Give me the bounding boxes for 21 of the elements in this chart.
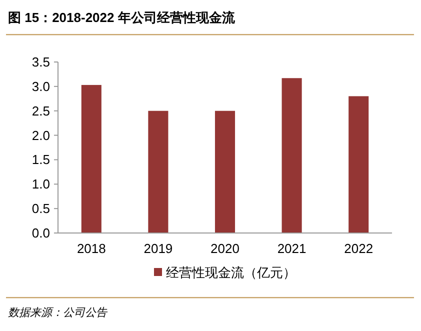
bar	[282, 78, 302, 233]
bar	[81, 84, 102, 233]
x-tick-label: 2020	[210, 241, 240, 256]
y-tick-label: 1.5	[32, 152, 50, 168]
source-note: 数据来源：公司公告	[8, 306, 108, 319]
bar	[214, 110, 236, 233]
y-tick-label: 0.0	[32, 226, 50, 240]
x-tick-label: 2021	[277, 241, 306, 256]
y-tick-label: 1.0	[32, 176, 50, 192]
x-tick-label: 2022	[344, 241, 374, 256]
bar	[148, 110, 168, 233]
chart-title: 图 15：2018-2022 年公司经营性现金流	[8, 10, 236, 25]
x-tick-label: 2019	[144, 241, 173, 256]
legend-label: 经营性现金流（亿元）	[166, 265, 296, 280]
y-tick-label: 2.5	[32, 103, 50, 118]
y-tick-label: 2.0	[32, 128, 50, 143]
y-tick-label: 0.5	[32, 201, 50, 216]
y-tick-label: 3.5	[32, 54, 50, 70]
y-tick-label: 3.0	[32, 78, 50, 94]
x-tick-label: 2018	[76, 241, 106, 256]
bar	[348, 96, 369, 233]
